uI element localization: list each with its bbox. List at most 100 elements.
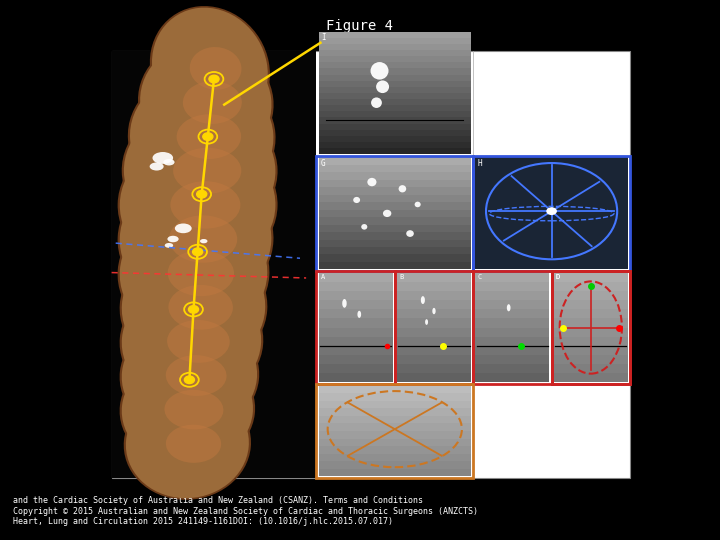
Bar [318,87,471,93]
Ellipse shape [164,390,223,429]
Ellipse shape [152,8,268,129]
Bar [318,202,471,210]
Bar [397,328,471,336]
Bar [473,271,552,384]
Circle shape [197,191,207,198]
Ellipse shape [120,207,267,339]
Bar [318,136,471,142]
Ellipse shape [122,318,257,434]
Ellipse shape [120,137,276,273]
Bar [318,187,471,195]
Bar [554,273,628,282]
Ellipse shape [124,105,276,237]
Bar [318,254,471,262]
Bar [554,336,628,346]
Ellipse shape [169,215,237,262]
Ellipse shape [176,114,241,159]
Ellipse shape [371,97,382,108]
Bar [112,51,630,478]
Bar [554,309,628,319]
Bar [397,319,471,328]
Bar [554,319,628,328]
Ellipse shape [200,239,207,244]
Ellipse shape [122,104,278,238]
Bar [397,282,471,291]
Text: H: H [477,159,482,168]
Bar [554,291,628,300]
Bar [318,111,471,117]
Bar [318,282,392,291]
Ellipse shape [175,224,192,233]
Bar [475,300,549,309]
Bar [473,156,630,271]
Bar [475,291,549,300]
Bar [318,386,471,393]
Ellipse shape [117,206,269,340]
Bar [318,454,471,461]
Bar [318,165,471,172]
Ellipse shape [183,81,242,124]
Bar [318,461,471,469]
Bar [554,300,628,309]
Text: and the Cardiac Society of Australia and New Zealand (CSANZ). Terms and Conditio: and the Cardiac Society of Australia and… [13,496,423,505]
Bar [318,172,471,180]
Bar [318,142,471,148]
Ellipse shape [122,353,253,466]
Ellipse shape [361,224,367,230]
Circle shape [184,376,194,383]
Bar [397,346,471,355]
Bar [318,319,392,328]
Bar [318,393,471,401]
Bar [318,273,392,282]
Bar [318,423,471,431]
Bar [554,282,628,291]
Text: Copyright © 2015 Australian and New Zealand Society of Cardiac and Thoracic Surg: Copyright © 2015 Australian and New Zeal… [13,507,478,516]
Bar [318,117,471,124]
Ellipse shape [124,388,251,500]
Ellipse shape [190,47,241,90]
Bar [318,328,392,336]
Ellipse shape [117,170,274,308]
Ellipse shape [126,389,249,498]
Bar [318,364,392,373]
Ellipse shape [120,279,264,404]
Ellipse shape [122,244,265,371]
Bar [318,309,392,319]
Bar [318,180,471,187]
Ellipse shape [357,311,361,318]
Bar [318,438,471,446]
Ellipse shape [371,62,389,79]
Bar [554,364,628,373]
Bar [316,271,395,384]
Bar [318,31,471,38]
Bar [395,271,473,384]
Bar [554,328,628,336]
Bar [318,336,392,346]
Ellipse shape [166,355,227,396]
Circle shape [189,306,199,313]
Bar [316,384,473,478]
Ellipse shape [168,236,179,242]
Bar [475,373,549,382]
Bar [475,309,549,319]
Bar [554,373,628,382]
Bar [475,346,549,355]
Text: C: C [477,274,482,280]
Bar [318,130,471,136]
Bar [554,336,628,346]
Bar [318,408,471,416]
Ellipse shape [117,136,278,274]
Ellipse shape [354,197,360,203]
Bar [554,346,628,355]
Bar [318,124,471,130]
Bar [552,271,630,384]
Bar [318,217,471,225]
Bar [397,300,471,309]
Bar [318,431,471,438]
Bar [397,373,471,382]
Ellipse shape [165,243,173,248]
Ellipse shape [120,171,271,307]
Circle shape [192,248,202,255]
Ellipse shape [367,178,377,186]
Ellipse shape [128,71,276,202]
